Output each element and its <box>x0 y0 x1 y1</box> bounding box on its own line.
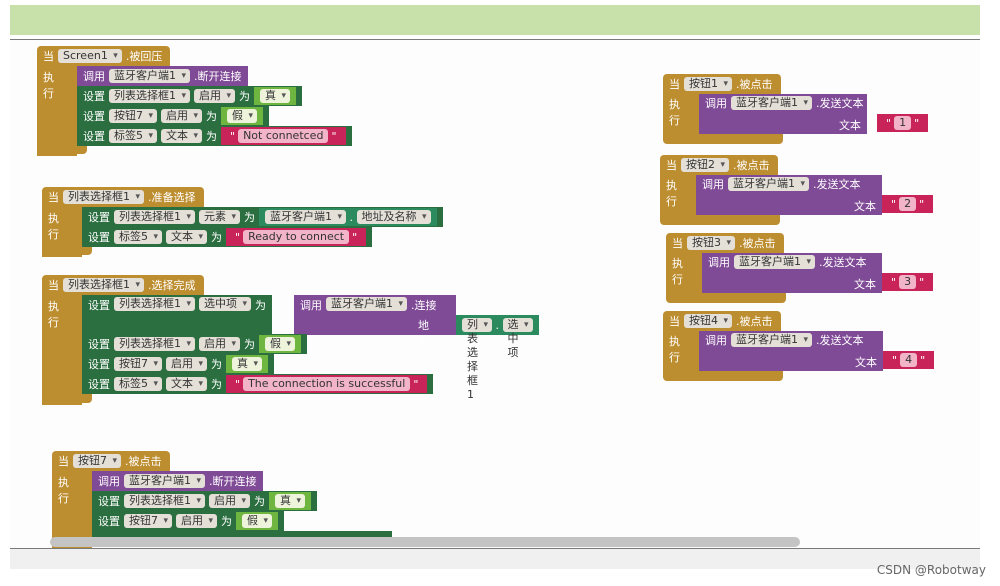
set-statement-clipped <box>92 531 392 539</box>
event-header: 当 列表选择框1 .准备选择 <box>42 187 204 207</box>
event-name: .被回压 <box>125 50 163 63</box>
set-statement[interactable]: 设置 按钮7 启用 为 真 <box>82 354 274 374</box>
event-header: 当 按钮7 .被点击 <box>52 451 170 471</box>
set-statement[interactable]: 设置 列表选择框1 启用 为 假 <box>82 334 307 354</box>
set-statement[interactable]: 设置 列表选择框1 启用 为 真 <box>92 491 317 511</box>
call-statement[interactable]: 调用 蓝牙客户端1 .断开连接 <box>77 66 248 86</box>
horizontal-scrollbar[interactable] <box>50 537 800 547</box>
set-statement[interactable]: 设置 标签5 文本 为 "The connection is successfu… <box>82 374 434 394</box>
text-block[interactable]: " The connection is successful " <box>226 375 428 393</box>
text-block[interactable]: " 1 " <box>877 114 929 132</box>
event-header: 当 按钮2 .被点击 <box>660 155 778 175</box>
set-statement[interactable]: 设置 按钮7 启用 为 假 <box>77 106 269 126</box>
property-getter[interactable]: 列表选择框1 . 选中项 <box>456 315 539 401</box>
set-statement[interactable]: 设置 按钮7 启用 为 假 <box>92 511 284 531</box>
call-statement[interactable]: 调用 蓝牙客户端1 .断开连接 <box>92 471 263 491</box>
set-statement[interactable]: 设置 列表选择框1 元素 为 蓝牙客户端1 . 地址及名称 <box>82 207 443 227</box>
text-block[interactable]: " 3 " <box>882 273 934 291</box>
event-header: 当 列表选择框1 .选择完成 <box>42 275 204 295</box>
top-toolbar <box>10 5 980 35</box>
event-header: 当 按钮1 .被点击 <box>663 74 781 94</box>
boolean-block[interactable]: 假 <box>259 335 301 353</box>
address-label: 地址 <box>418 319 429 348</box>
call-method-block[interactable]: 调用 蓝牙客户端1 .连接 <box>294 295 456 335</box>
property-getter[interactable]: 蓝牙客户端1 . 地址及名称 <box>259 208 437 226</box>
event-header: 当 按钮3 .被点击 <box>666 233 784 253</box>
component-dropdown[interactable]: Screen1 <box>58 49 122 63</box>
text-block[interactable]: " 4 " <box>883 351 935 369</box>
set-statement[interactable]: 设置 标签5 文本 为 "Ready to connect" <box>82 227 373 247</box>
divider <box>10 548 980 549</box>
boolean-block[interactable]: 真 <box>254 87 296 105</box>
set-statement[interactable]: 设置 列表选择框1 选中项 为 <box>82 295 272 335</box>
event-header: 当 Screen1 .被回压 <box>37 46 171 66</box>
text-block[interactable]: " Not connetced " <box>221 127 346 145</box>
boolean-block[interactable]: 假 <box>236 512 278 530</box>
do-label: 执行 <box>43 71 54 100</box>
event-header: 当 按钮4 .被点击 <box>663 311 781 331</box>
boolean-block[interactable]: 假 <box>221 107 263 125</box>
watermark: CSDN @Robotway <box>876 563 986 577</box>
boolean-block[interactable]: 真 <box>269 492 311 510</box>
text-block[interactable]: " 2 " <box>882 195 934 213</box>
divider <box>10 39 980 40</box>
text-block[interactable]: " Ready to connect " <box>226 228 367 246</box>
bottom-strip <box>10 549 980 569</box>
set-statement[interactable]: 设置 列表选择框1 启用 为 真 <box>77 86 302 106</box>
set-statement[interactable]: 设置 标签5 文本 为 "Not connetced" <box>77 126 352 146</box>
boolean-block[interactable]: 真 <box>226 355 268 373</box>
